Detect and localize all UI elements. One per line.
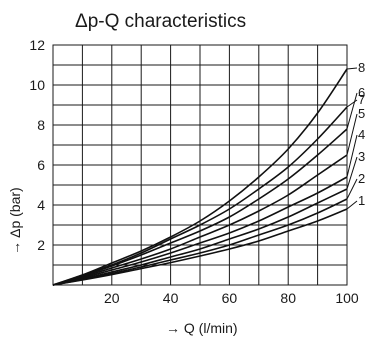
series-curves (52, 68, 348, 286)
label-leader-5 (346, 113, 358, 156)
series-line-7 (52, 106, 348, 286)
series-line-2 (52, 198, 348, 286)
x-tick-label: 60 (222, 290, 238, 306)
y-tick-label: 4 (37, 197, 45, 213)
curve-label-7: 7 (358, 92, 365, 107)
curve-label-5: 5 (358, 106, 365, 121)
label-leader-6 (346, 92, 358, 130)
label-leader-1 (346, 200, 358, 210)
x-axis-label: → Q (l/min) (166, 320, 238, 336)
series-line-8 (52, 68, 348, 286)
x-tick-label: 80 (280, 290, 296, 306)
series-line-4 (52, 176, 348, 286)
y-tick-label: 8 (37, 117, 45, 133)
plot-frame (52, 44, 348, 286)
curve-label-1: 1 (358, 193, 365, 208)
curve-label-6: 6 (358, 85, 365, 100)
label-leader-4 (346, 134, 358, 178)
curve-labels: 8 76 5 4 3 2 1 (346, 60, 365, 210)
series-line-5 (52, 154, 348, 286)
y-tick-label: 2 (37, 237, 45, 253)
y-axis-label: → Δp (bar) (7, 187, 23, 255)
y-tick-label: 6 (37, 157, 45, 173)
curve-label-2: 2 (358, 171, 365, 186)
y-tick-label: 12 (29, 37, 45, 53)
series-line-3 (52, 188, 348, 286)
curve-label-3: 3 (358, 149, 365, 164)
label-leader-2 (346, 178, 358, 200)
series-line-1 (52, 208, 348, 286)
tick-labels: 20 40 60 80 100 2 4 6 8 10 12 (29, 37, 358, 306)
label-leader-8 (346, 67, 358, 70)
x-tick-label: 100 (335, 290, 359, 306)
x-tick-label: 20 (104, 290, 120, 306)
label-leader-7 (346, 99, 358, 108)
y-tick-label: 10 (29, 77, 45, 93)
x-tick-label: 40 (163, 290, 179, 306)
label-leader-3 (346, 156, 358, 190)
curve-label-4: 4 (358, 127, 365, 142)
grid (53, 45, 347, 285)
chart-title: Δp-Q characteristics (75, 11, 246, 32)
curve-label-8: 8 (358, 60, 365, 75)
series-line-6 (52, 128, 348, 286)
